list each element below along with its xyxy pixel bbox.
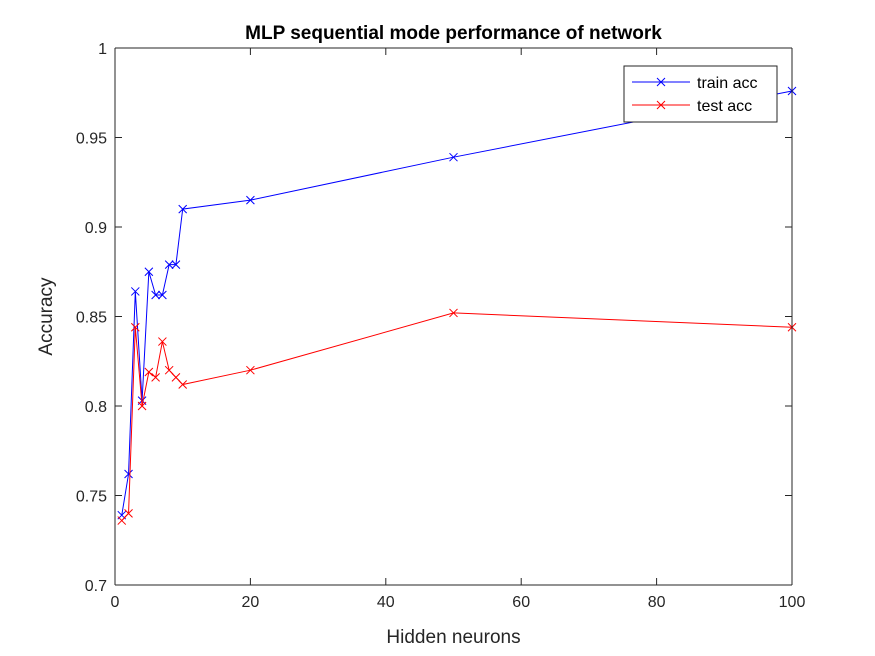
- y-tick-label: 0.95: [76, 131, 107, 148]
- x-axis-label: Hidden neurons: [386, 627, 520, 648]
- x-tick-label: 0: [111, 594, 120, 611]
- series-layer: [117, 86, 797, 525]
- ticks-layer: 0 20 40 60 80 100 0.7 0.75 0.8 0.85 0.9 0.95 1: [76, 41, 806, 611]
- series-1-point: [178, 204, 188, 214]
- series-2-point: [449, 308, 458, 318]
- series-2-point: [246, 365, 255, 375]
- y-tick-label: 0.7: [85, 578, 107, 595]
- x-tick-label: 60: [512, 594, 530, 611]
- plot-area: [115, 48, 792, 585]
- series-1-point: [164, 260, 174, 269]
- series-2-point: [117, 516, 127, 525]
- y-tick-label: 0.8: [85, 399, 107, 416]
- legend-box: [623, 65, 778, 123]
- x-tick-label: 100: [779, 594, 806, 611]
- series-1-point: [449, 152, 458, 162]
- series-2-point: [137, 401, 147, 411]
- series-1-point: [124, 469, 133, 479]
- y-tick-label: 0.75: [76, 489, 107, 506]
- legend-label: train acc: [697, 75, 757, 92]
- legend: train acc test acc: [623, 65, 778, 123]
- legend-item: test acc: [632, 98, 752, 115]
- series-2-point: [130, 322, 140, 332]
- y-tick-label: 0.9: [85, 220, 107, 237]
- legend-marker: [656, 100, 666, 110]
- series-2-point: [151, 373, 160, 382]
- series-2-point: [178, 380, 188, 389]
- series-1-point: [171, 260, 181, 269]
- series-1-point: [158, 290, 167, 300]
- x-tick-label: 40: [377, 594, 395, 611]
- series-2-point: [144, 367, 154, 377]
- series-2-point: [158, 337, 167, 346]
- series-2-point: [171, 373, 181, 382]
- y-axis-label: Accuracy: [36, 277, 57, 356]
- legend-marker: [656, 77, 666, 87]
- y-tick-label: 1: [98, 41, 107, 58]
- legend-label: test acc: [697, 98, 752, 115]
- series-2-point: [124, 509, 133, 518]
- x-tick-label: 80: [648, 594, 666, 611]
- series-1-point: [130, 287, 140, 296]
- series-1-point: [246, 195, 255, 205]
- series-1-point: [151, 290, 160, 300]
- chart-title: MLP sequential mode performance of netwo…: [245, 23, 662, 44]
- x-tick-label: 20: [242, 594, 260, 611]
- series-2-point: [164, 365, 174, 375]
- legend-item: train acc: [632, 75, 757, 92]
- y-tick-label: 0.85: [76, 310, 107, 327]
- series-1-point: [144, 267, 154, 277]
- series-2: [117, 308, 797, 525]
